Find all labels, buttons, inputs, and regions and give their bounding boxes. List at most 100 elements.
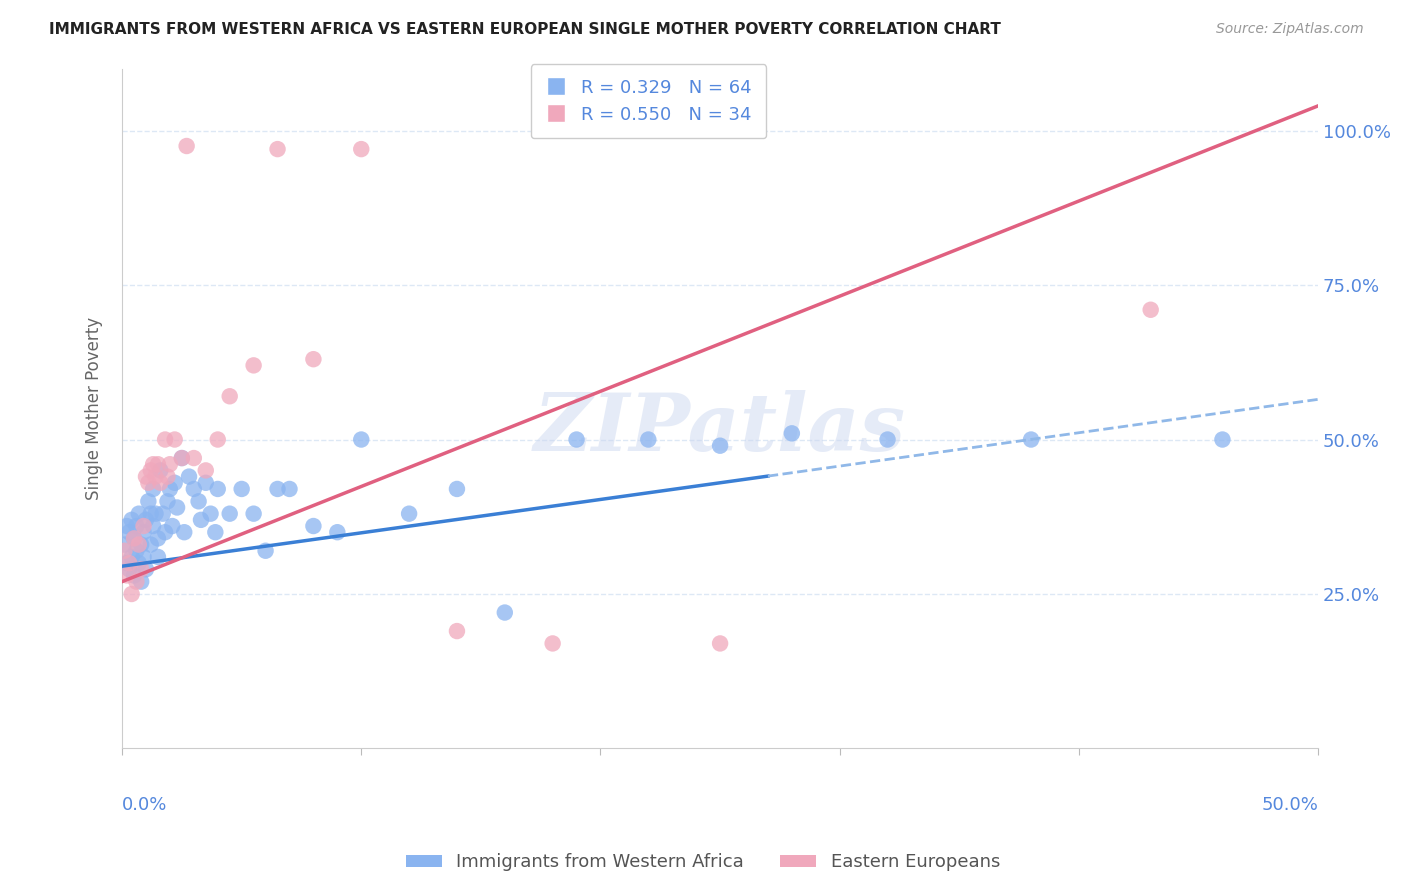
- Point: [278, 482, 301, 496]
- Point: [242, 359, 264, 373]
- Point: [494, 606, 516, 620]
- Point: [200, 507, 222, 521]
- Point: [176, 139, 198, 153]
- Point: [183, 482, 205, 496]
- Point: [163, 475, 186, 490]
- Point: [128, 538, 150, 552]
- Point: [173, 525, 195, 540]
- Point: [302, 519, 325, 533]
- Point: [266, 142, 288, 156]
- Point: [1211, 433, 1233, 447]
- Point: [122, 532, 145, 546]
- Point: [177, 469, 200, 483]
- Point: [1019, 433, 1042, 447]
- Point: [1139, 302, 1161, 317]
- Point: [162, 519, 184, 533]
- Point: [218, 389, 240, 403]
- Point: [637, 433, 659, 447]
- Point: [146, 457, 169, 471]
- Point: [266, 482, 288, 496]
- Point: [159, 482, 181, 496]
- Point: [121, 587, 143, 601]
- Point: [132, 525, 155, 540]
- Point: [156, 469, 179, 483]
- Point: [190, 513, 212, 527]
- Point: [114, 543, 136, 558]
- Point: [153, 433, 176, 447]
- Point: [125, 543, 148, 558]
- Point: [302, 352, 325, 367]
- Text: Source: ZipAtlas.com: Source: ZipAtlas.com: [1216, 22, 1364, 37]
- Text: 50.0%: 50.0%: [1261, 796, 1319, 814]
- Point: [138, 475, 160, 490]
- Point: [350, 433, 373, 447]
- Point: [142, 457, 165, 471]
- Point: [183, 451, 205, 466]
- Point: [350, 142, 373, 156]
- Point: [166, 500, 188, 515]
- Point: [207, 433, 229, 447]
- Point: [146, 532, 169, 546]
- Point: [780, 426, 803, 441]
- Point: [159, 457, 181, 471]
- Point: [207, 482, 229, 496]
- Point: [194, 463, 217, 477]
- Point: [146, 549, 169, 564]
- Point: [709, 636, 731, 650]
- Point: [254, 543, 277, 558]
- Point: [118, 525, 141, 540]
- Point: [118, 556, 141, 570]
- Point: [156, 494, 179, 508]
- Point: [145, 507, 167, 521]
- Point: [132, 549, 155, 564]
- Point: [115, 568, 138, 582]
- Point: [152, 507, 174, 521]
- Point: [135, 562, 157, 576]
- Point: [128, 556, 150, 570]
- Point: [149, 463, 172, 477]
- Point: [118, 562, 141, 576]
- Point: [145, 469, 167, 483]
- Point: [326, 525, 349, 540]
- Point: [876, 433, 898, 447]
- Point: [121, 549, 143, 564]
- Point: [170, 451, 193, 466]
- Point: [125, 574, 148, 589]
- Point: [128, 507, 150, 521]
- Point: [149, 475, 172, 490]
- Point: [170, 451, 193, 466]
- Point: [398, 507, 420, 521]
- Point: [139, 463, 162, 477]
- Point: [122, 532, 145, 546]
- Point: [565, 433, 588, 447]
- Text: IMMIGRANTS FROM WESTERN AFRICA VS EASTERN EUROPEAN SINGLE MOTHER POVERTY CORRELA: IMMIGRANTS FROM WESTERN AFRICA VS EASTER…: [49, 22, 1001, 37]
- Point: [204, 525, 226, 540]
- Text: ZIPatlas: ZIPatlas: [534, 391, 905, 467]
- Point: [139, 507, 162, 521]
- Point: [115, 556, 138, 570]
- Point: [129, 562, 152, 576]
- Point: [163, 433, 186, 447]
- Point: [135, 469, 157, 483]
- Point: [125, 519, 148, 533]
- Point: [541, 636, 564, 650]
- Point: [139, 538, 162, 552]
- Point: [446, 624, 468, 638]
- Point: [142, 519, 165, 533]
- Point: [129, 574, 152, 589]
- Point: [129, 538, 152, 552]
- Point: [153, 525, 176, 540]
- Legend: Immigrants from Western Africa, Eastern Europeans: Immigrants from Western Africa, Eastern …: [399, 847, 1007, 879]
- Text: 0.0%: 0.0%: [122, 796, 167, 814]
- Point: [114, 538, 136, 552]
- Legend: R = 0.329   N = 64, R = 0.550   N = 34: R = 0.329 N = 64, R = 0.550 N = 34: [530, 64, 766, 138]
- Point: [218, 507, 240, 521]
- Point: [115, 519, 138, 533]
- Point: [138, 494, 160, 508]
- Point: [135, 513, 157, 527]
- Point: [142, 482, 165, 496]
- Point: [242, 507, 264, 521]
- Y-axis label: Single Mother Poverty: Single Mother Poverty: [86, 317, 103, 500]
- Point: [446, 482, 468, 496]
- Point: [122, 568, 145, 582]
